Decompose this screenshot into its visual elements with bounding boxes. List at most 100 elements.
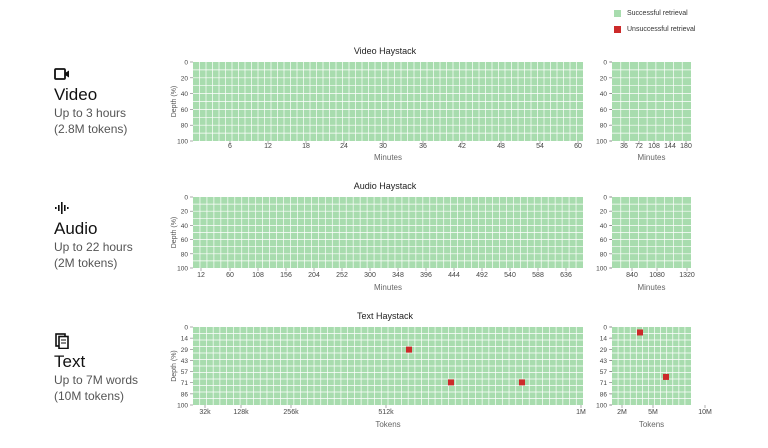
y-tick-label: 40 (181, 91, 189, 98)
x-tick-label: 156 (280, 272, 292, 279)
x-tick-label: 12 (264, 143, 272, 150)
y-tick-label: 100 (177, 403, 188, 410)
x-tick-label: 36 (419, 143, 427, 150)
y-tick-label: 100 (596, 266, 607, 273)
modality-tokens: (2M tokens) (54, 256, 118, 270)
y-tick-label: 71 (600, 380, 608, 387)
x-tick-label: 256k (283, 409, 299, 416)
x-tick-label: 396 (420, 272, 432, 279)
x-tick-label: 108 (648, 143, 660, 150)
modality-audio: Audio Up to 22 hours (2M tokens) (54, 200, 133, 271)
modality-video: Video Up to 3 hours (2.8M tokens) (54, 66, 127, 137)
y-tick-label: 40 (600, 223, 608, 230)
x-tick-label: 5M (648, 409, 658, 416)
modality-title: Text (54, 352, 86, 371)
video-camera-icon (54, 68, 69, 80)
modality-text: Text Up to 7M words (10M tokens) (54, 333, 138, 404)
y-tick-label: 60 (600, 237, 608, 244)
modality-title: Video (54, 85, 98, 104)
legend-fail-label: Unsuccessful retrieval (627, 25, 696, 33)
x-tick-label: 492 (476, 272, 488, 279)
y-tick-label: 0 (603, 195, 607, 202)
x-tick-label: 30 (379, 143, 387, 150)
x-tick-label: 252 (336, 272, 348, 279)
failure-cell (637, 329, 643, 336)
x-tick-label: 300 (364, 272, 376, 279)
y-tick-label: 43 (181, 358, 189, 365)
x-tick-label: 512k (378, 409, 394, 416)
legend-item-success: Successful retrieval (614, 5, 695, 21)
modality-duration: Up to 7M words (54, 373, 139, 387)
x-axis-label: Minutes (374, 283, 402, 292)
x-tick-label: 60 (226, 272, 234, 279)
x-tick-label: 24 (340, 143, 348, 150)
x-tick-label: 1320 (679, 272, 695, 279)
chart-title: Video Haystack (354, 46, 417, 56)
document-icon (55, 333, 69, 349)
y-tick-label: 80 (600, 123, 608, 130)
x-tick-label: 540 (504, 272, 516, 279)
x-tick-label: 588 (532, 272, 544, 279)
x-tick-label: 6 (228, 143, 232, 150)
y-axis-label: Depth (%) (171, 86, 178, 118)
y-tick-label: 43 (600, 358, 608, 365)
y-tick-label: 40 (600, 91, 608, 98)
y-axis-label: Depth (%) (171, 217, 178, 249)
y-tick-label: 71 (181, 380, 189, 387)
x-tick-label: 18 (302, 143, 310, 150)
y-tick-label: 86 (181, 391, 189, 398)
x-tick-label: 1080 (649, 272, 665, 279)
x-axis-label: Minutes (374, 153, 402, 162)
y-tick-label: 29 (600, 347, 608, 354)
x-tick-label: 48 (497, 143, 505, 150)
y-tick-label: 100 (177, 266, 188, 273)
chart-title: Audio Haystack (354, 181, 417, 191)
x-axis-label: Tokens (375, 420, 400, 429)
modality-tokens: (10M tokens) (54, 389, 125, 403)
modality-duration: Up to 22 hours (54, 240, 133, 254)
y-tick-label: 100 (596, 139, 607, 146)
x-tick-label: 128k (233, 409, 249, 416)
y-tick-label: 60 (181, 237, 189, 244)
failure-cell (663, 373, 669, 380)
failure-cell (519, 379, 525, 386)
x-tick-label: 1M (576, 409, 586, 416)
x-tick-label: 204 (308, 272, 320, 279)
modality-title: Audio (54, 219, 98, 238)
y-tick-label: 20 (181, 75, 189, 82)
failure-cell (448, 379, 454, 386)
x-tick-label: 54 (536, 143, 544, 150)
x-tick-label: 12 (197, 272, 205, 279)
x-tick-label: 108 (252, 272, 264, 279)
x-tick-label: 348 (392, 272, 404, 279)
y-tick-label: 0 (184, 325, 188, 332)
success-swatch (614, 9, 621, 17)
chart-title: Text Haystack (357, 311, 414, 321)
x-tick-label: 10M (698, 409, 712, 416)
y-tick-label: 57 (600, 369, 608, 376)
x-tick-label: 840 (626, 272, 638, 279)
x-tick-label: 32k (199, 409, 211, 416)
failure-swatch (614, 25, 621, 33)
y-tick-label: 20 (181, 209, 189, 216)
x-tick-label: 144 (664, 143, 676, 150)
x-axis-label: Tokens (639, 420, 664, 429)
modality-tokens: (2.8M tokens) (54, 122, 128, 136)
y-tick-label: 100 (177, 139, 188, 146)
x-tick-label: 2M (617, 409, 627, 416)
y-tick-label: 14 (600, 336, 608, 343)
x-tick-label: 42 (458, 143, 466, 150)
x-tick-label: 72 (635, 143, 643, 150)
x-tick-label: 180 (680, 143, 692, 150)
y-tick-label: 40 (181, 223, 189, 230)
y-tick-label: 57 (181, 369, 189, 376)
y-tick-label: 29 (181, 347, 189, 354)
audio-waveform-icon (55, 202, 69, 214)
legend-success-label: Successful retrieval (627, 9, 688, 17)
y-tick-label: 60 (600, 107, 608, 114)
y-tick-label: 60 (181, 107, 189, 114)
modality-duration: Up to 3 hours (54, 106, 127, 120)
legend: Successful retrieval Unsuccessful retrie… (614, 5, 695, 37)
y-tick-label: 14 (181, 336, 189, 343)
